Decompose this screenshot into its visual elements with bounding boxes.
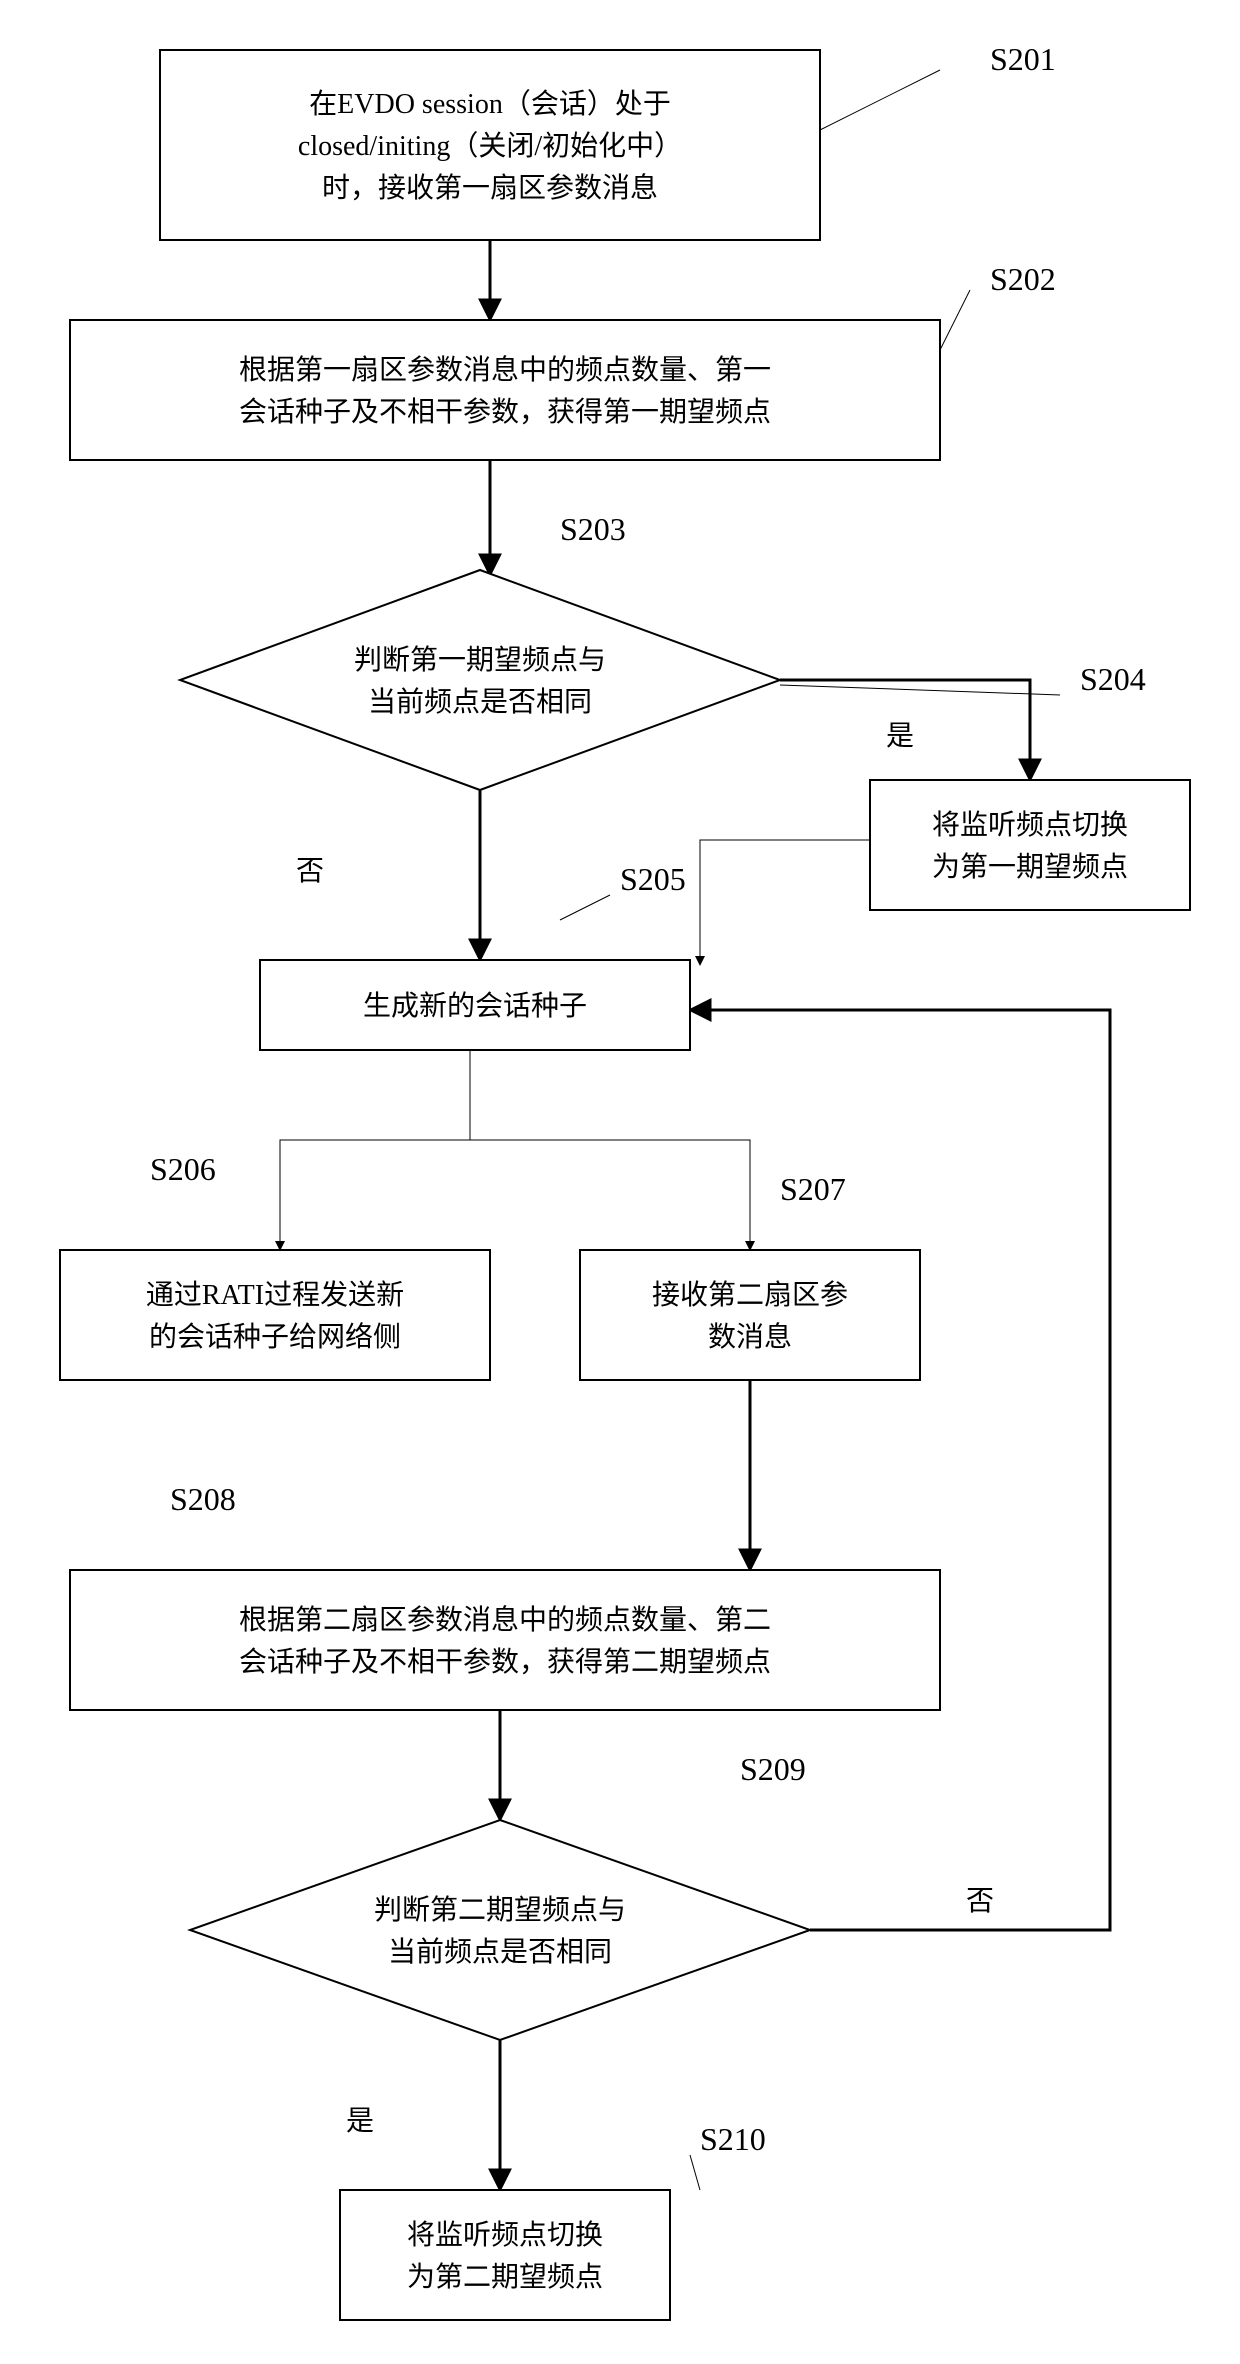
step-label: S202 [990, 261, 1056, 297]
flow-node-text: 时，接收第一扇区参数消息 [322, 172, 658, 204]
flow-node-text: 在EVDO session（会话）处于 [309, 88, 671, 120]
flow-edge [700, 840, 870, 965]
flow-node-s202 [70, 320, 940, 460]
flow-node-text: 为第二期望频点 [407, 2261, 603, 2293]
flow-node-s209 [190, 1820, 810, 2040]
step-label: S204 [1080, 661, 1146, 697]
flow-node-text: 根据第二扇区参数消息中的频点数量、第二 [239, 1604, 771, 1636]
step-label: S203 [560, 511, 626, 547]
flow-node-s204 [870, 780, 1190, 910]
step-label: S208 [170, 1481, 236, 1517]
flow-node-s203 [180, 570, 780, 790]
step-label: S206 [150, 1151, 216, 1187]
flow-edge [470, 1050, 750, 1250]
flow-edge [690, 1010, 1110, 1930]
edge-label: 是 [886, 721, 914, 752]
edge-label: 否 [966, 1886, 994, 1917]
flow-node-s206 [60, 1250, 490, 1380]
flow-node-s210 [340, 2190, 670, 2320]
flow-node-text: 会话种子及不相干参数，获得第一期望频点 [239, 396, 771, 428]
flow-node-s208 [70, 1570, 940, 1710]
flow-node-text: 当前频点是否相同 [388, 1936, 612, 1968]
step-label: S205 [620, 861, 686, 897]
flow-edge [280, 1050, 470, 1250]
step-label: S207 [780, 1171, 846, 1207]
flow-node-text: closed/initing（关闭/初始化中） [298, 130, 682, 162]
flow-node-text: 数消息 [708, 1321, 792, 1353]
flow-node-text: 生成新的会话种子 [363, 990, 587, 1022]
flow-node-text: 的会话种子给网络侧 [149, 1321, 401, 1353]
flow-node-text: 将监听频点切换 [407, 2219, 603, 2251]
flow-node-s207 [580, 1250, 920, 1380]
edge-label: 否 [296, 856, 324, 887]
step-label: S201 [990, 41, 1056, 77]
flow-node-text: 判断第二期望频点与 [374, 1894, 626, 1926]
flow-node-text: 当前频点是否相同 [368, 686, 592, 718]
flow-node-text: 会话种子及不相干参数，获得第二期望频点 [239, 1646, 771, 1678]
flow-node-text: 通过RATI过程发送新 [146, 1279, 404, 1311]
edge-label: 是 [346, 2106, 374, 2137]
flow-node-text: 为第一期望频点 [932, 851, 1128, 883]
step-label: S209 [740, 1751, 806, 1787]
flow-node-text: 判断第一期望频点与 [354, 644, 606, 676]
flow-node-text: 根据第一扇区参数消息中的频点数量、第一 [239, 354, 771, 386]
step-label: S210 [700, 2121, 766, 2157]
flow-node-text: 接收第二扇区参 [652, 1279, 848, 1311]
flow-node-text: 将监听频点切换 [932, 809, 1128, 841]
